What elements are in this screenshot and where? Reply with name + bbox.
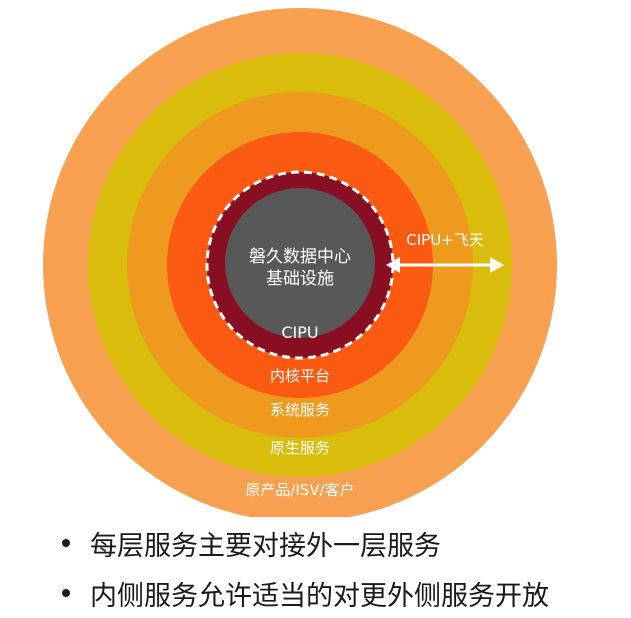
bullet-dot-icon xyxy=(62,589,70,597)
bullet-item: 每层服务主要对接外一层服务 xyxy=(62,518,549,568)
bullet-text: 内侧服务允许适当的对更外侧服务开放 xyxy=(90,580,549,612)
ring-label-customers: 原产品/ISV/客户 xyxy=(245,481,354,499)
ring-label-kernel-platform: 内核平台 xyxy=(270,367,330,385)
core-label-line1: 磐久数据中心 xyxy=(249,247,351,267)
bullet-list: 每层服务主要对接外一层服务 内侧服务允许适当的对更外侧服务开放 xyxy=(62,518,549,618)
bullet-text: 每层服务主要对接外一层服务 xyxy=(90,530,441,562)
ring-label-native-services: 原生服务 xyxy=(270,439,330,457)
core-label-line2: 基础设施 xyxy=(266,269,334,289)
ring-label-cipu: CIPU xyxy=(281,323,318,342)
double-arrow xyxy=(386,257,504,273)
ring-label-system-services: 系统服务 xyxy=(270,401,330,419)
arrow-label: CIPU+飞天 xyxy=(406,231,484,249)
bullet-item: 内侧服务允许适当的对更外侧服务开放 xyxy=(62,568,549,618)
core-infrastructure xyxy=(225,188,375,338)
bullet-dot-icon xyxy=(62,539,70,547)
layered-services-diagram: 磐久数据中心 基础设施 CIPU 内核平台 系统服务 原生服务 原产品/ISV/… xyxy=(43,8,557,517)
